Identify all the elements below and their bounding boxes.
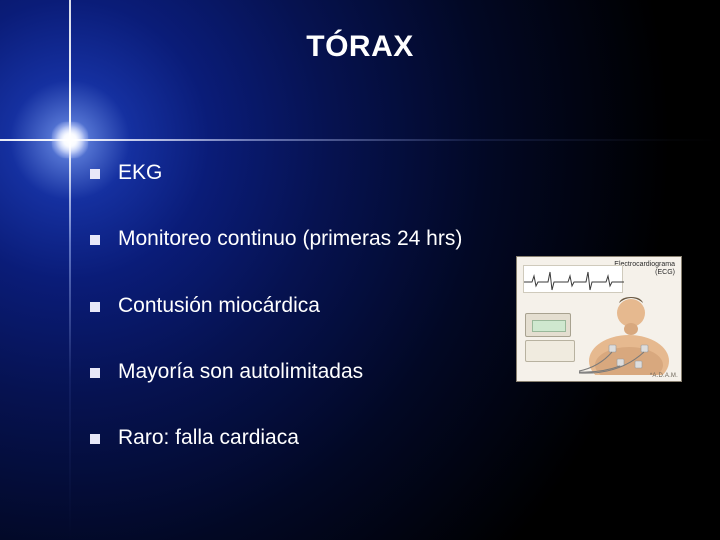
bullet-text: Mayoría son autolimitadas bbox=[118, 359, 363, 385]
bullet-icon bbox=[90, 368, 100, 378]
bullet-icon bbox=[90, 434, 100, 444]
bullet-text: Contusión miocárdica bbox=[118, 293, 320, 319]
watermark: *A.D.A.M. bbox=[650, 373, 678, 379]
ekg-illustration: Electrocardiograma (ECG) bbox=[516, 256, 682, 382]
slide: TÓRAX EKG Monitoreo continuo (primeras 2… bbox=[0, 0, 720, 540]
list-item: EKG bbox=[90, 160, 680, 186]
list-item: Monitoreo continuo (primeras 24 hrs) bbox=[90, 226, 680, 252]
slide-title: TÓRAX bbox=[0, 30, 720, 64]
ekg-label-line2: (ECG) bbox=[655, 269, 675, 276]
bullet-text: Monitoreo continuo (primeras 24 hrs) bbox=[118, 226, 462, 252]
bullet-icon bbox=[90, 169, 100, 179]
list-item: Raro: falla cardiaca bbox=[90, 425, 680, 451]
bullet-text: EKG bbox=[118, 160, 162, 186]
patient-figure bbox=[579, 289, 671, 375]
bullet-icon bbox=[90, 235, 100, 245]
ekg-machine bbox=[525, 313, 579, 373]
bullet-icon bbox=[90, 302, 100, 312]
flare-vertical bbox=[69, 0, 71, 540]
bullet-text: Raro: falla cardiaca bbox=[118, 425, 299, 451]
flare-horizontal bbox=[0, 139, 720, 141]
